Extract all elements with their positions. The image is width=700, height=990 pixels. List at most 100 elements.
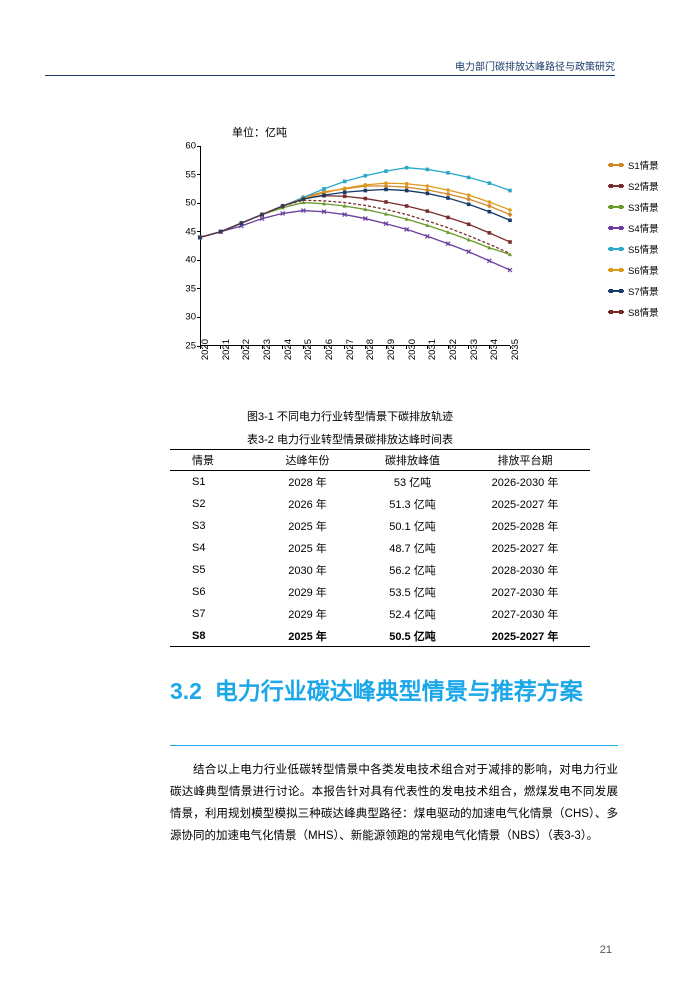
table-cell: 2025 年	[255, 518, 360, 534]
table-caption: 表3-2 电力行业转型情景碳排放达峰时间表	[0, 431, 700, 447]
table-cell: 2025-2027 年	[465, 628, 585, 644]
col-plateau: 排放平台期	[465, 452, 585, 468]
xtick-label: 2031	[427, 339, 438, 369]
xtick-label: 2020	[200, 339, 211, 369]
table-cell: 2027-2030 年	[465, 584, 585, 600]
legend-swatch	[608, 248, 624, 250]
section-number: 3.2	[170, 678, 202, 704]
xtick-label: 2022	[241, 339, 252, 369]
xtick-label: 2024	[283, 339, 294, 369]
figure-caption: 图3-1 不同电力行业转型情景下碳排放轨迹	[0, 408, 700, 424]
table-cell: 51.3 亿吨	[360, 496, 465, 512]
table-cell: 56.2 亿吨	[360, 562, 465, 578]
legend-item: S4情景	[608, 221, 668, 235]
ytick-label: 60	[178, 141, 196, 152]
ytick-label: 35	[178, 283, 196, 294]
table-cell: 48.7 亿吨	[360, 540, 465, 556]
chart-plot: 2530354045505560202020212022202320242025…	[200, 146, 510, 346]
col-peak-year: 达峰年份	[255, 452, 360, 468]
xtick-label: 2033	[469, 339, 480, 369]
legend-item: S5情景	[608, 242, 668, 256]
scenario-table: 情景 达峰年份 碳排放峰值 排放平台期 S12028 年53 亿吨2026-20…	[170, 449, 590, 647]
xtick-label: 2029	[386, 339, 397, 369]
table-cell: 50.1 亿吨	[360, 518, 465, 534]
ytick-label: 30	[178, 312, 196, 323]
table-row: S42025 年48.7 亿吨2025-2027 年	[170, 537, 590, 559]
xtick-label: 2032	[448, 339, 459, 369]
table-cell: 2025-2027 年	[465, 496, 585, 512]
table-cell: 53.5 亿吨	[360, 584, 465, 600]
chart-legend: S1情景 S2情景 S3情景 S4情景 S5情景 S6情景 S7情景 S8情景	[608, 158, 668, 326]
table-cell: 2028-2030 年	[465, 562, 585, 578]
table-cell: S7	[170, 608, 255, 620]
xtick-label: 2028	[365, 339, 376, 369]
legend-label: S7情景	[628, 284, 659, 298]
chart-unit-label: 单位：亿吨	[232, 124, 287, 140]
table-cell: 2025-2028 年	[465, 518, 585, 534]
legend-item: S6情景	[608, 263, 668, 277]
table-row: S52030 年56.2 亿吨2028-2030 年	[170, 559, 590, 581]
table-row: S32025 年50.1 亿吨2025-2028 年	[170, 515, 590, 537]
table-cell: 2025 年	[255, 628, 360, 644]
chart-lines	[200, 146, 510, 346]
page-number: 21	[600, 944, 612, 956]
table-cell: 2029 年	[255, 606, 360, 622]
table-cell: S5	[170, 564, 255, 576]
section-heading: 3.2 电力行业碳达峰典型情景与推荐方案	[170, 676, 618, 707]
legend-item: S8情景	[608, 305, 668, 319]
xtick-label: 2021	[221, 339, 232, 369]
emissions-chart: 单位：亿吨 2530354045505560202020212022202320…	[148, 128, 616, 386]
xtick-label: 2023	[262, 339, 273, 369]
legend-item: S7情景	[608, 284, 668, 298]
table-row: S12028 年53 亿吨2026-2030 年	[170, 471, 590, 493]
xtick-label: 2025	[303, 339, 314, 369]
xtick-label: 2027	[345, 339, 356, 369]
legend-label: S3情景	[628, 200, 659, 214]
xtick-label: 2035	[510, 339, 521, 369]
legend-swatch	[608, 164, 624, 166]
table-row: S82025 年50.5 亿吨2025-2027 年	[170, 625, 590, 647]
ytick-label: 50	[178, 198, 196, 209]
legend-swatch	[608, 269, 624, 271]
table-cell: 2026 年	[255, 496, 360, 512]
section-rule	[170, 745, 618, 746]
xtick-label: 2034	[489, 339, 500, 369]
ytick-label: 25	[178, 341, 196, 352]
table-cell: 2027-2030 年	[465, 606, 585, 622]
table-cell: 2025 年	[255, 540, 360, 556]
header-rule	[45, 75, 615, 76]
xtick-label: 2026	[324, 339, 335, 369]
table-cell: 2028 年	[255, 474, 360, 490]
legend-item: S3情景	[608, 200, 668, 214]
header-title: 电力部门碳排放达峰路径与政策研究	[449, 58, 615, 73]
table-row: S22026 年51.3 亿吨2025-2027 年	[170, 493, 590, 515]
legend-label: S4情景	[628, 221, 659, 235]
legend-item: S2情景	[608, 179, 668, 193]
table-cell: 2030 年	[255, 562, 360, 578]
legend-label: S6情景	[628, 263, 659, 277]
legend-label: S5情景	[628, 242, 659, 256]
table-cell: S4	[170, 542, 255, 554]
table-cell: 50.5 亿吨	[360, 628, 465, 644]
legend-swatch	[608, 206, 624, 208]
table-cell: S1	[170, 476, 255, 488]
legend-swatch	[608, 227, 624, 229]
xtick-label: 2030	[407, 339, 418, 369]
ytick-label: 45	[178, 226, 196, 237]
legend-swatch	[608, 185, 624, 187]
ytick-label: 40	[178, 255, 196, 266]
body-paragraph: 结合以上电力行业低碳转型情景中各类发电技术组合对于减排的影响，对电力行业碳达峰典…	[170, 760, 618, 847]
table-cell: S8	[170, 630, 255, 642]
legend-label: S8情景	[628, 305, 659, 319]
table-header-row: 情景 达峰年份 碳排放峰值 排放平台期	[170, 449, 590, 471]
table-cell: 52.4 亿吨	[360, 606, 465, 622]
legend-label: S2情景	[628, 179, 659, 193]
legend-swatch	[608, 290, 624, 292]
legend-item: S1情景	[608, 158, 668, 172]
legend-label: S1情景	[628, 158, 659, 172]
col-scenario: 情景	[170, 452, 255, 468]
table-cell: S3	[170, 520, 255, 532]
table-cell: S2	[170, 498, 255, 510]
table-cell: 2025-2027 年	[465, 540, 585, 556]
table-cell: 53 亿吨	[360, 474, 465, 490]
